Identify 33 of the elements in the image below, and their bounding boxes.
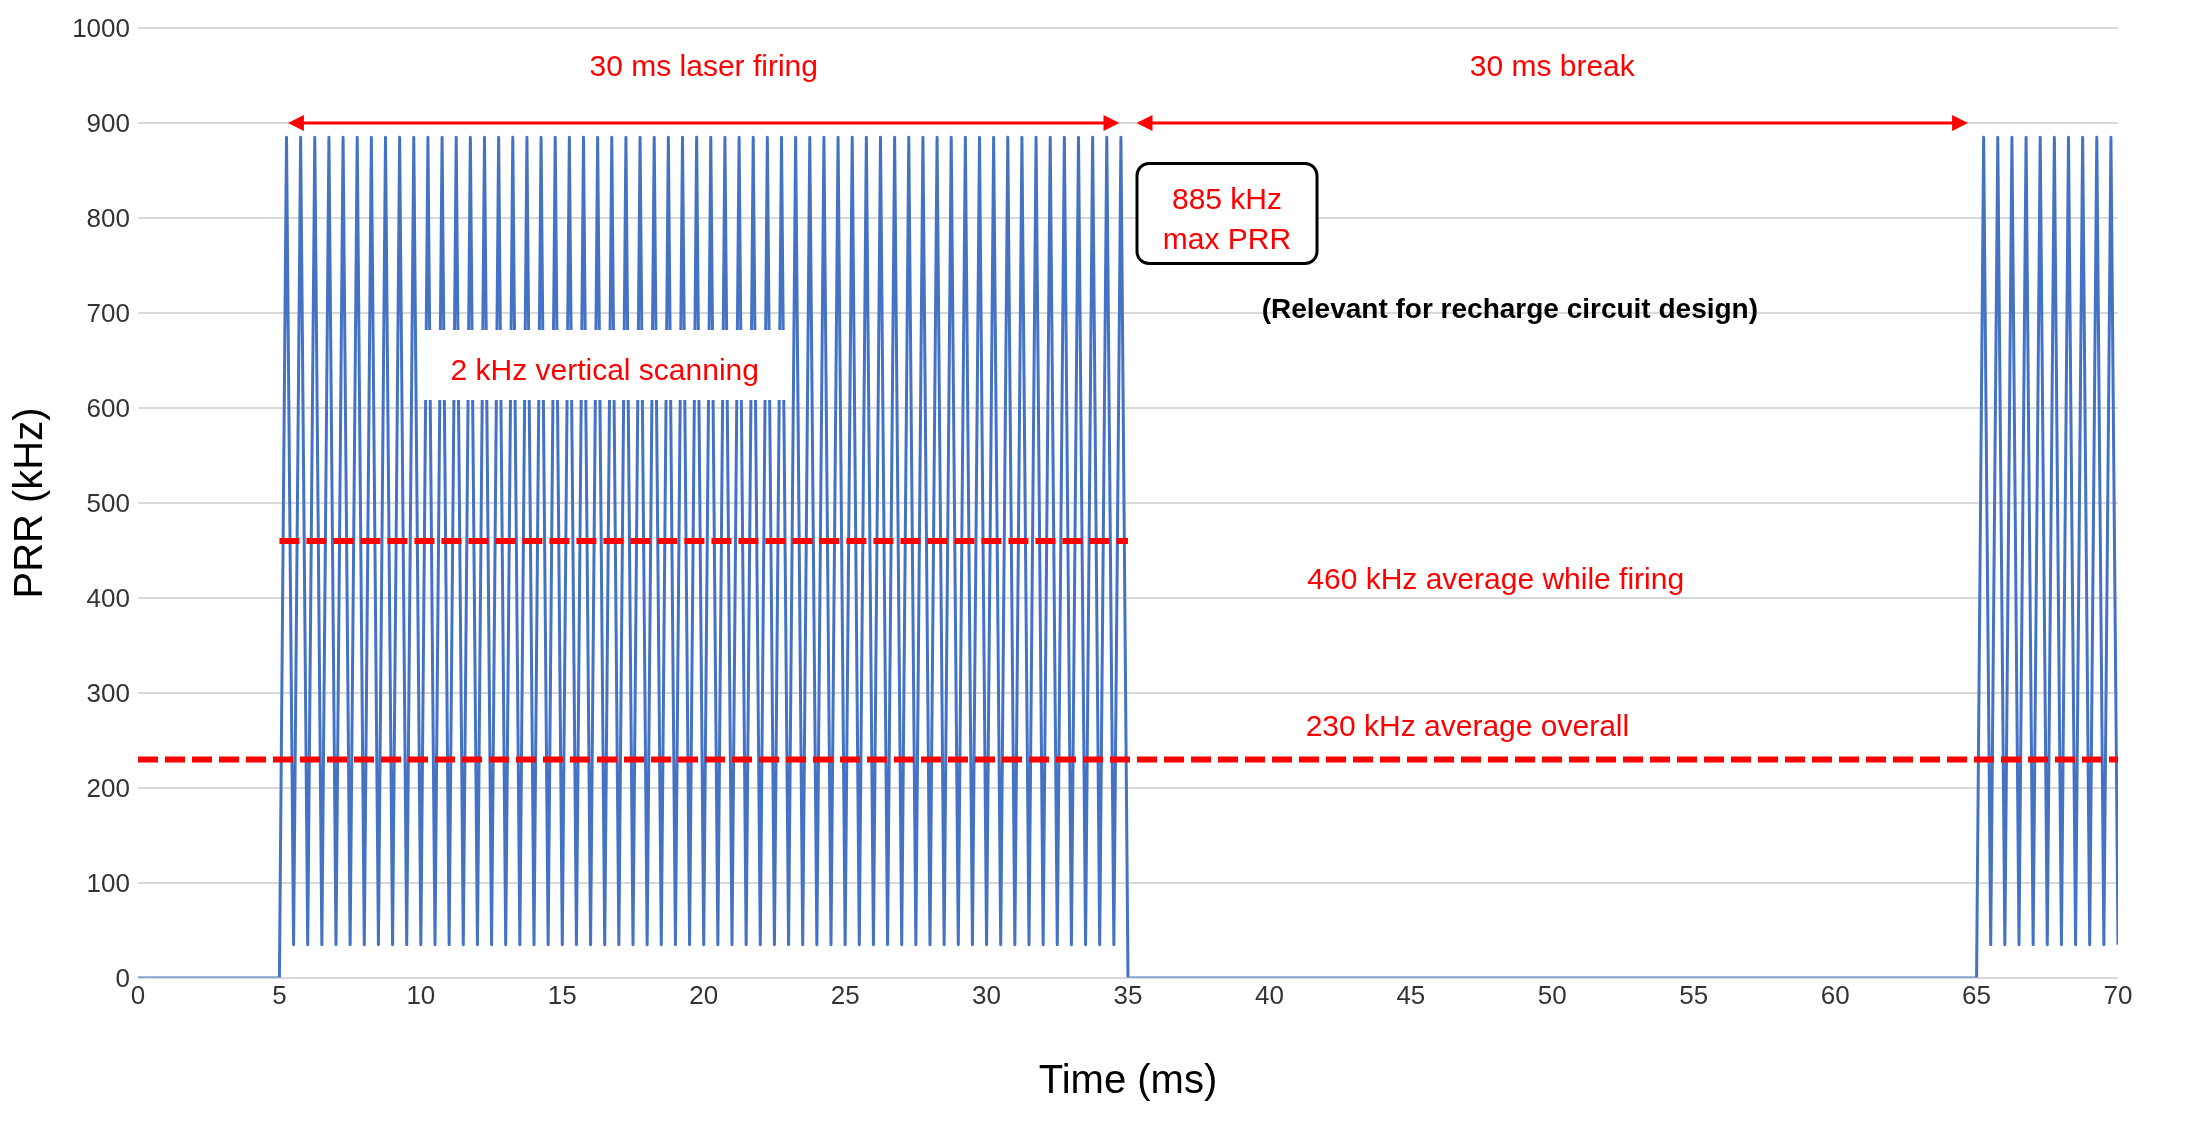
x-tick-label: 50 <box>1537 980 1567 1011</box>
y-tick-label: 700 <box>86 298 130 329</box>
x-tick-label: 55 <box>1679 980 1709 1011</box>
annotation: 30 ms break <box>1469 49 1636 82</box>
y-axis-title: PRR (kHz) <box>6 407 51 599</box>
x-tick-label: 65 <box>1962 980 1992 1011</box>
annotation: 885 kHz max PRR <box>1162 181 1292 255</box>
x-tick-label: 40 <box>1254 980 1284 1011</box>
x-tick-label: 60 <box>1820 980 1850 1011</box>
y-tick-label: 200 <box>86 773 130 804</box>
x-tick-label: 20 <box>689 980 719 1011</box>
y-tick-label: 800 <box>86 203 130 234</box>
y-tick-label: 900 <box>86 108 130 139</box>
x-tick-label: 30 <box>972 980 1002 1011</box>
x-axis-title: Time (ms) <box>1038 1057 1218 1101</box>
x-tick-label: 70 <box>2103 980 2133 1011</box>
x-tick-label: 15 <box>547 980 577 1011</box>
annotation: 30 ms laser firing <box>589 49 818 82</box>
x-tick-label: 25 <box>830 980 860 1011</box>
y-tick-label: 400 <box>86 583 130 614</box>
annotation: 2 kHz vertical scanning <box>450 353 759 386</box>
y-tick-label: 100 <box>86 868 130 899</box>
y-tick-label: 300 <box>86 678 130 709</box>
annotation: (Relevant for recharge circuit design) <box>1261 293 1759 325</box>
annotation: 230 kHz average overall <box>1305 709 1630 743</box>
x-tick-label: 5 <box>272 980 287 1011</box>
x-tick-label: 45 <box>1396 980 1426 1011</box>
y-tick-label: 1000 <box>72 13 130 44</box>
y-tick-label: 600 <box>86 393 130 424</box>
x-tick-label: 35 <box>1113 980 1143 1011</box>
y-tick-label: 500 <box>86 488 130 519</box>
x-tick-label: 10 <box>406 980 436 1011</box>
annotation: 460 kHz average while firing <box>1307 562 1685 595</box>
